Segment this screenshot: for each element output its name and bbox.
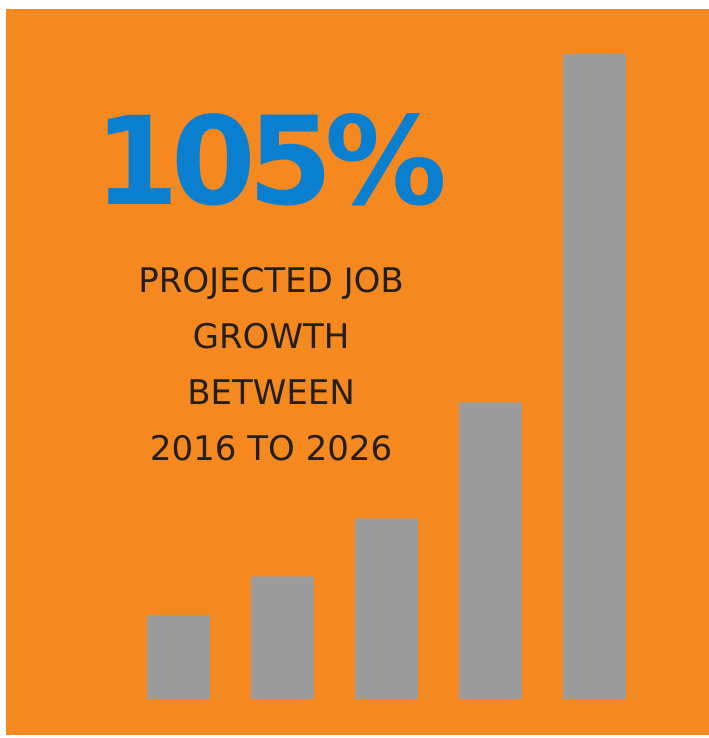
growth-bar-2 <box>251 576 314 699</box>
growth-bar-5 <box>563 54 626 699</box>
caption-line-4: 2016 TO 2026 <box>149 429 393 469</box>
growth-percentage: 105% <box>94 91 447 233</box>
caption-line-2: GROWTH <box>192 317 350 357</box>
caption-line-3: BETWEEN <box>187 373 355 413</box>
growth-bar-chart <box>147 54 626 699</box>
growth-bar-4 <box>459 402 522 699</box>
caption-line-1: PROJECTED JOB <box>138 261 404 301</box>
infographic-card: 105% PROJECTED JOB GROWTH BETWEEN 2016 T… <box>6 9 709 735</box>
growth-caption: PROJECTED JOB GROWTH BETWEEN 2016 TO 202… <box>76 253 466 477</box>
growth-bar-1 <box>147 615 210 699</box>
growth-bar-3 <box>355 518 418 699</box>
